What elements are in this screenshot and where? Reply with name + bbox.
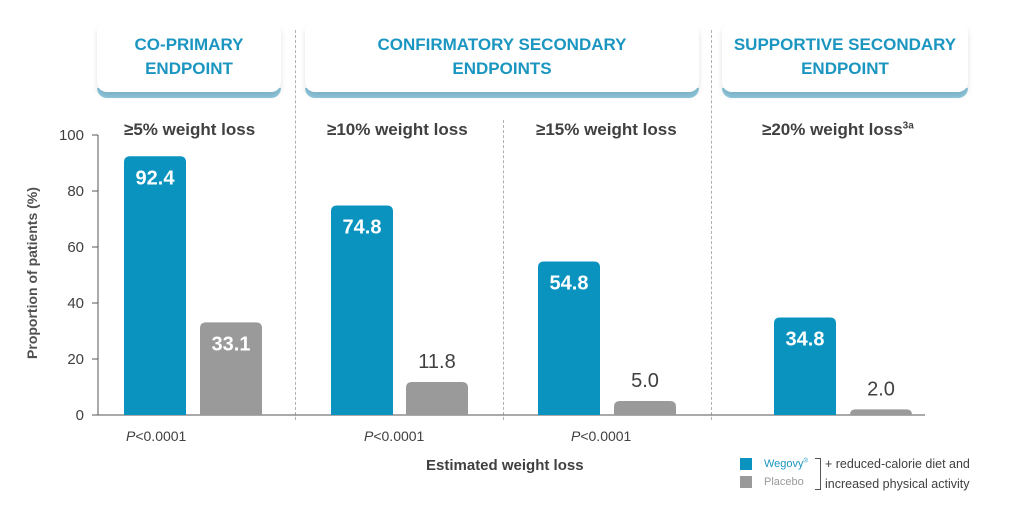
legend-item-placebo: Placebo: [740, 473, 808, 491]
header-underline-confirmatory: [305, 88, 699, 98]
header-supportive: SUPPORTIVE SECONDARY ENDPOINT: [722, 22, 968, 92]
bar-wegovy: [538, 261, 600, 415]
p-value-5: P<0.0001: [126, 428, 187, 444]
category-title-20: ≥20% weight loss3a: [762, 120, 914, 139]
legend: Wegovy® Placebo + reduced-calorie diet a…: [740, 455, 970, 491]
y-tick-label: 20: [67, 351, 84, 368]
data-label-placebo: 2.0: [867, 378, 895, 400]
category-title-15: ≥15% weight loss: [536, 120, 677, 139]
bar-wegovy: [124, 156, 186, 415]
bar-wegovy: [774, 317, 836, 415]
y-tick-label: 40: [67, 295, 84, 312]
divider-3: [711, 30, 712, 420]
category-title-10: ≥10% weight loss: [327, 120, 468, 139]
divider-1: [295, 30, 296, 420]
x-axis-label: Estimated weight loss: [426, 457, 584, 474]
data-label-wegovy: 74.8: [343, 217, 382, 239]
bar-wegovy: [331, 205, 393, 415]
header-coprimary: CO-PRIMARY ENDPOINT: [97, 22, 281, 92]
legend-label-wegovy: Wegovy®: [764, 458, 808, 470]
legend-swatch-placebo: [740, 476, 752, 488]
y-tick-label: 80: [67, 183, 84, 200]
category-title-5: ≥5% weight loss: [124, 120, 256, 139]
footnote-ref: 3a: [902, 120, 914, 132]
data-label-placebo: 11.8: [418, 351, 455, 373]
bar-placebo: [614, 401, 676, 415]
data-label-wegovy: 92.4: [136, 167, 176, 189]
header-confirmatory-label: CONFIRMATORY SECONDARY ENDPOINTS: [377, 35, 627, 78]
legend-label-placebo: Placebo: [764, 476, 804, 488]
legend-swatch-wegovy: [740, 458, 752, 470]
p-value-15: P<0.0001: [571, 428, 632, 444]
p-value-10: P<0.0001: [364, 428, 425, 444]
legend-item-wegovy: Wegovy®: [740, 455, 808, 473]
bar-placebo: [200, 322, 262, 415]
header-confirmatory: CONFIRMATORY SECONDARY ENDPOINTS: [305, 22, 699, 92]
data-label-wegovy: 34.8: [786, 329, 825, 351]
y-tick-label: 100: [59, 127, 84, 144]
header-supportive-label: SUPPORTIVE SECONDARY ENDPOINT: [733, 35, 957, 78]
bar-placebo: [406, 381, 468, 415]
header-coprimary-label: CO-PRIMARY ENDPOINT: [134, 35, 244, 78]
divider-2: [503, 120, 504, 420]
header-underline-coprimary: [97, 88, 281, 98]
bar-placebo: [850, 409, 912, 415]
header-underline-supportive: [722, 88, 968, 98]
y-tick-label: 0: [76, 407, 84, 424]
y-tick-label: 60: [67, 239, 84, 256]
data-label-placebo: 33.1: [212, 333, 251, 355]
legend-bracket: [815, 458, 821, 490]
data-label-wegovy: 54.8: [550, 273, 589, 295]
data-label-placebo: 5.0: [631, 370, 659, 392]
legend-note: + reduced-calorie diet and increased phy…: [825, 457, 970, 491]
